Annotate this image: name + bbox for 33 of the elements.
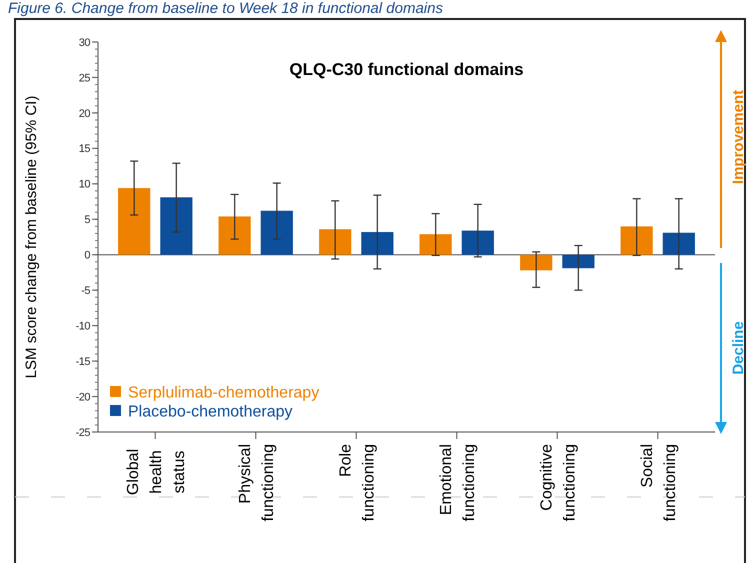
x-tick-label: Physical functioning <box>236 444 277 522</box>
y-tick-label: -10 <box>76 320 90 332</box>
y-tick-label: -20 <box>76 391 90 404</box>
x-tick-label: Global health status <box>124 448 188 496</box>
y-tick-label: 25 <box>78 72 90 84</box>
bar <box>361 232 394 255</box>
text: Decline <box>730 321 747 375</box>
bar <box>319 229 352 255</box>
bar <box>118 188 150 255</box>
bar <box>620 226 653 255</box>
bar <box>562 254 594 268</box>
y-tick-label: 10 <box>78 178 90 191</box>
y-tick-label: 15 <box>78 143 90 156</box>
y-tick-label: -25 <box>76 426 90 439</box>
text: QLQ-C30 functional domains <box>289 60 524 79</box>
legend-label: Placebo-chemotherapy <box>128 404 293 421</box>
caption: Figure 6. Change from baseline to Week 18 in functional domains <box>8 0 444 17</box>
legend-label: Serplulimab-chemotherapy <box>128 384 320 402</box>
y-tick-label: 5 <box>84 214 90 226</box>
y-tick-label: 20 <box>78 108 90 120</box>
bar <box>260 210 293 255</box>
y-tick-label: 30 <box>78 36 90 49</box>
y-tick-label: -15 <box>76 356 90 368</box>
y-tick-label: 0 <box>84 250 90 262</box>
bar <box>662 232 695 255</box>
bar <box>520 254 552 270</box>
y-axis-title: LSM score change from baseline (95% CI) <box>23 96 40 378</box>
bar <box>218 216 251 255</box>
text: Improvement <box>730 90 747 184</box>
bar <box>462 230 494 255</box>
bar <box>160 197 192 255</box>
bar <box>420 234 452 255</box>
y-tick-label: -5 <box>81 285 90 298</box>
